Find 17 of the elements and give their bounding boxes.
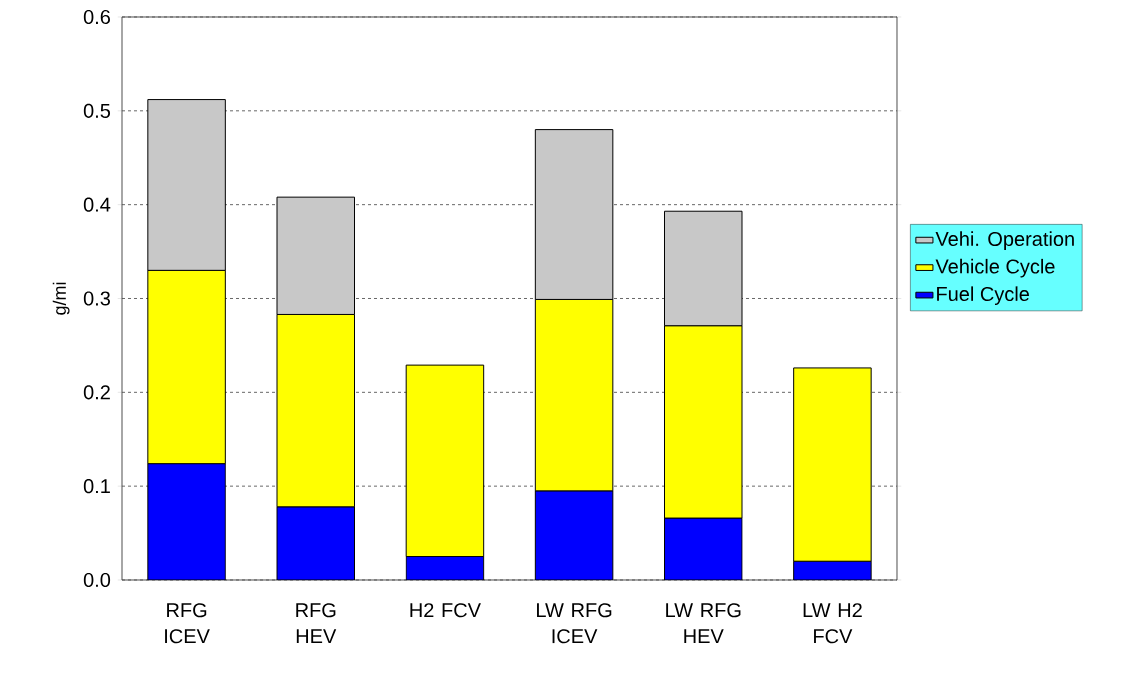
x-tick-label: LW H2 FCV [803, 603, 862, 644]
x-tick-label: LW RFG ICEV [537, 603, 612, 644]
x-tick-label: LW RFG HEV [666, 603, 741, 644]
y-tick-label: 0.3 [83, 291, 110, 306]
legend-label: Fuel Cycle [937, 286, 1029, 306]
x-tick-label: RFG HEV [296, 603, 337, 644]
x-tick-label: H2 FCV [410, 603, 481, 618]
y-tick-label: 0.5 [83, 103, 111, 118]
y-axis-title: g/mi [52, 282, 70, 315]
y-tick-label: 0.1 [83, 479, 110, 494]
legend-label: Vehicle Cycle [935, 258, 1055, 278]
y-tick-label: 0.6 [83, 9, 110, 25]
y-tick-label: 0.2 [83, 385, 110, 400]
y-tick-label: 0.0 [83, 572, 111, 588]
y-tick-label: 0.4 [83, 197, 111, 212]
legend-label: Vehi. Operation [935, 231, 1074, 251]
x-tick-label: RFG ICEV [165, 603, 210, 644]
